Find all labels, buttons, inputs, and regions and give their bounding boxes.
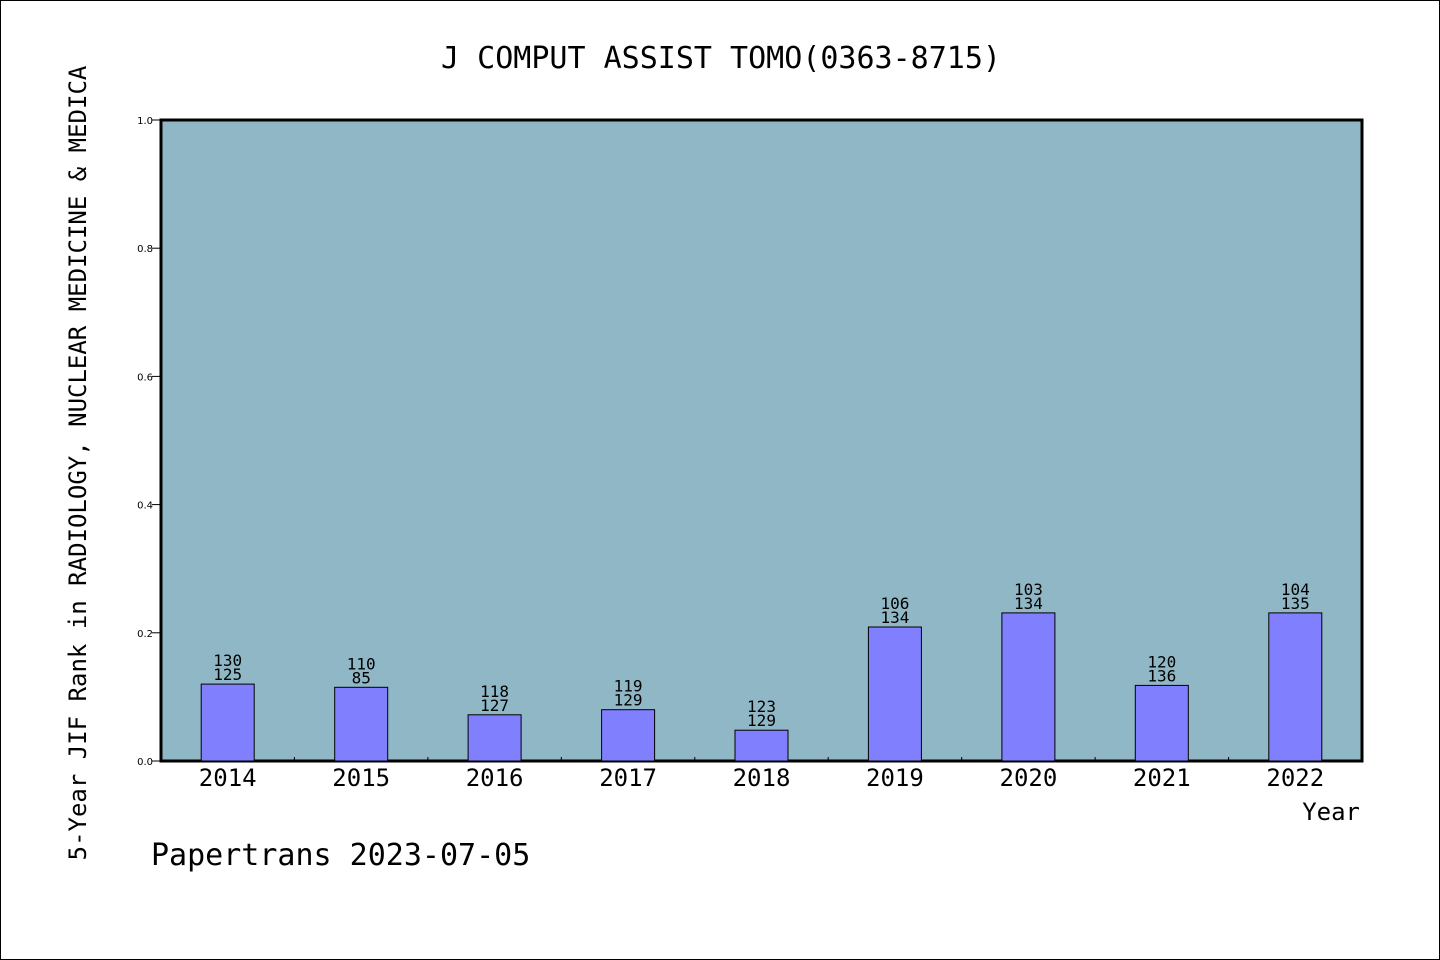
plot-area [159,118,1364,763]
bar-2019 [867,626,922,762]
bar-label-bottom-2022: 135 [1281,594,1310,613]
x-tick-label-2020: 2020 [1000,764,1058,792]
x-tick-label-2022: 2022 [1266,764,1324,792]
bar-label-top-2018: 123 [747,697,776,716]
bar-2020 [1001,612,1056,762]
y-tick-label-0.6: 0.6 [137,372,153,383]
bar-label-top-2014: 130 [213,651,242,670]
y-tick-label-0.4: 0.4 [137,501,153,512]
bar-label-top-2016: 118 [480,682,509,701]
x-tick-label-2021: 2021 [1133,764,1191,792]
x-ticks: 2014 2015 2016 2017 2018 2019 2020 2021 2022 [199,757,1324,792]
bar-label-bottom-2017: 129 [614,691,643,710]
y-tick-label-0.8: 0.8 [137,244,153,255]
bar-2021 [1134,684,1189,762]
footer-credit: Papertrans 2023-07-05 [151,838,530,873]
x-tick-label-2019: 2019 [866,764,924,792]
bar-label-top-2019: 106 [880,594,909,613]
bar-2018 [734,729,789,762]
x-tick-label-2017: 2017 [599,764,657,792]
bar-label-bottom-2014: 125 [213,665,242,684]
x-tick-label-2016: 2016 [466,764,524,792]
y-tick-label-0.0: 0.0 [137,757,153,768]
y-axis-label: 5-Year JIF Rank in RADIOLOGY, NUCLEAR ME… [64,65,92,860]
x-axis-label: Year [1302,798,1360,826]
bar-label-bottom-2018: 129 [747,711,776,730]
bar-label-bottom-2016: 127 [480,696,509,715]
bar-2014 [200,683,255,762]
x-tick-label-2018: 2018 [733,764,791,792]
bar-2015 [334,686,389,762]
y-tick-label-0.2: 0.2 [137,629,153,640]
bar-label-top-2015: 110 [347,654,376,673]
bar-label-top-2020: 103 [1014,580,1043,599]
bar-2016 [467,714,522,762]
bar-label-bottom-2020: 134 [1014,594,1043,613]
bar-label-bottom-2015: 85 [352,668,371,687]
x-tick-label-2014: 2014 [199,764,257,792]
bar-label-bottom-2019: 134 [880,608,909,627]
chart-title: J COMPUT ASSIST TOMO(0363-8715) [441,41,1001,76]
bar-2022 [1268,612,1323,762]
bar-label-top-2021: 120 [1147,652,1176,671]
y-ticks: 0.0 0.2 0.4 0.6 0.8 1.0 [137,116,161,768]
bar-label-top-2022: 104 [1281,580,1310,599]
x-tick-label-2015: 2015 [332,764,390,792]
bar-2017 [601,709,656,762]
bar-label-bottom-2021: 136 [1147,666,1176,685]
y-tick-label-1.0: 1.0 [137,116,153,127]
bar-label-top-2017: 119 [614,677,643,696]
